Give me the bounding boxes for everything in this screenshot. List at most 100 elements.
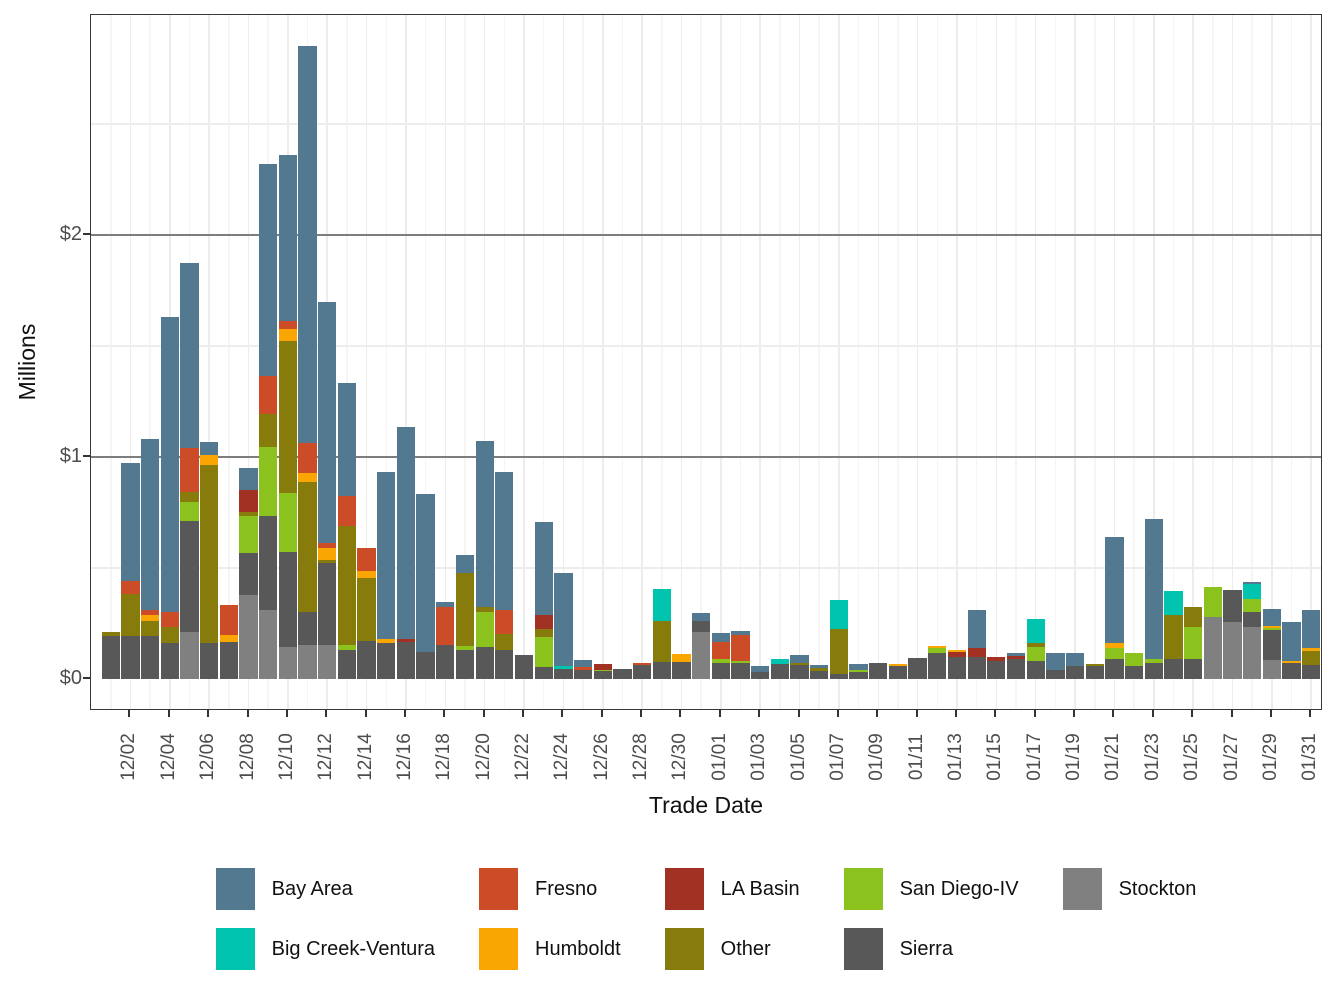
bar-segment-sierra: [298, 611, 317, 646]
bar-segment-sierra: [101, 636, 120, 679]
bar-segment-bay-area: [475, 440, 494, 608]
bar-segment-stockton: [259, 609, 278, 679]
gridline-x-major: [720, 15, 722, 709]
bar-segment-bay-area: [1282, 621, 1301, 662]
x-tick-label: 01/03: [748, 733, 770, 781]
gridline-x-minor: [1290, 15, 1293, 709]
bar-stack: [888, 663, 908, 679]
legend-label: Sierra: [899, 937, 953, 960]
bar-segment-sierra: [593, 671, 612, 679]
bar-segment-stockton: [298, 645, 317, 679]
bar-segment-sierra: [1124, 665, 1144, 679]
bar-segment-san-diego-iv: [593, 669, 612, 672]
bar-segment-san-diego-iv: [928, 647, 947, 654]
gridline-x-major: [956, 15, 958, 709]
legend-label: Other: [720, 937, 771, 960]
bar-segment-fresno: [160, 611, 179, 628]
bar-stack: [1105, 536, 1124, 679]
gridline-x-major: [1310, 15, 1312, 709]
bar-segment-bay-area: [436, 601, 455, 608]
bar-segment-big-creek-ventura: [1026, 619, 1045, 643]
gridline-x-minor: [818, 15, 820, 709]
bar-segment-sierra: [652, 661, 671, 679]
bar-stack: [455, 555, 475, 679]
gridline-x-minor: [621, 15, 624, 709]
x-tick-mark: [1073, 710, 1076, 717]
x-tick-mark: [128, 710, 131, 717]
legend-swatch-big-creek-ventura: [215, 928, 255, 970]
bar-stack: [1282, 621, 1301, 679]
bar-segment-san-diego-iv: [239, 516, 258, 554]
x-tick-label: 01/11: [905, 733, 927, 781]
x-tick-label: 01/15: [984, 733, 1006, 781]
bar-segment-fresno: [278, 321, 298, 329]
bar-segment-sierra: [613, 668, 632, 679]
bar-segment-sierra: [1262, 630, 1282, 661]
bar-segment-bay-area: [455, 555, 475, 574]
bar-stack: [1026, 619, 1045, 679]
bar-segment-la-basin: [947, 652, 967, 657]
bar-segment-other: [318, 559, 337, 564]
x-tick-label: 01/05: [787, 733, 809, 781]
gridline-x-minor: [582, 15, 584, 709]
bar-segment-stockton: [692, 631, 711, 679]
bar-segment-other: [298, 482, 317, 612]
y-tick-label: $2: [59, 223, 82, 245]
legend-item: LA Basin: [664, 868, 800, 910]
bar-segment-sierra: [554, 668, 573, 679]
bar-stack: [416, 494, 435, 679]
bar-segment-san-diego-iv: [455, 646, 475, 650]
bar-segment-fresno: [711, 641, 730, 659]
bar-segment-bay-area: [1144, 518, 1163, 660]
bar-segment-sierra: [751, 671, 770, 679]
bar-stack: [239, 467, 258, 679]
bar-segment-la-basin: [396, 638, 416, 642]
bar-segment-stockton: [1223, 621, 1242, 679]
y-tick-mark: [83, 455, 90, 457]
bar-segment-humboldt: [1105, 643, 1124, 648]
bar-segment-big-creek-ventura: [829, 600, 849, 630]
bar-segment-other: [1302, 650, 1321, 666]
gridline-x-minor: [700, 15, 702, 709]
x-tick-mark: [1151, 710, 1154, 717]
bar-segment-other: [810, 668, 829, 671]
legend-swatch-humboldt: [479, 928, 519, 970]
gridline-x-major: [1192, 15, 1194, 709]
bar-segment-stockton: [180, 631, 199, 679]
bar-segment-bay-area: [416, 494, 435, 652]
bar-segment-san-diego-iv: [711, 658, 730, 663]
bar-segment-sierra: [140, 636, 160, 679]
bar-segment-fresno: [121, 580, 140, 595]
x-tick-mark: [1309, 710, 1312, 717]
bar-segment-bay-area: [1262, 608, 1282, 627]
bar-segment-bay-area: [1065, 652, 1085, 666]
gridline-x-minor: [1015, 15, 1017, 709]
x-tick-label: 01/19: [1063, 733, 1085, 781]
x-tick-label: 12/02: [118, 733, 140, 781]
bar-segment-humboldt: [1262, 626, 1282, 629]
legend-label: San Diego-IV: [899, 877, 1019, 900]
bar-segment-stockton: [239, 595, 258, 679]
bar-segment-other: [1026, 642, 1045, 647]
bar-segment-other: [534, 628, 553, 638]
x-tick-mark: [325, 710, 328, 717]
x-tick-label: 12/06: [197, 733, 219, 781]
gridline-x-major: [680, 15, 683, 709]
bar-segment-bay-area: [1243, 581, 1262, 585]
bar-stack: [514, 655, 534, 679]
bar-segment-sierra: [455, 649, 475, 679]
bar-segment-sierra: [967, 656, 986, 679]
x-tick-mark: [167, 710, 170, 717]
x-tick-label: 01/07: [826, 733, 848, 781]
bar-stack: [259, 163, 278, 679]
x-tick-label: 12/16: [393, 733, 415, 781]
bar-stack: [1262, 608, 1282, 679]
bar-segment-la-basin: [534, 615, 553, 629]
bar-stack: [849, 664, 868, 679]
bar-segment-bay-area: [180, 263, 199, 448]
x-tick-label: 01/21: [1102, 733, 1124, 781]
x-tick-mark: [1112, 710, 1115, 717]
bar-segment-sierra: [377, 642, 396, 679]
legend-label: Fresno: [535, 877, 598, 900]
bar-segment-fresno: [140, 609, 160, 616]
